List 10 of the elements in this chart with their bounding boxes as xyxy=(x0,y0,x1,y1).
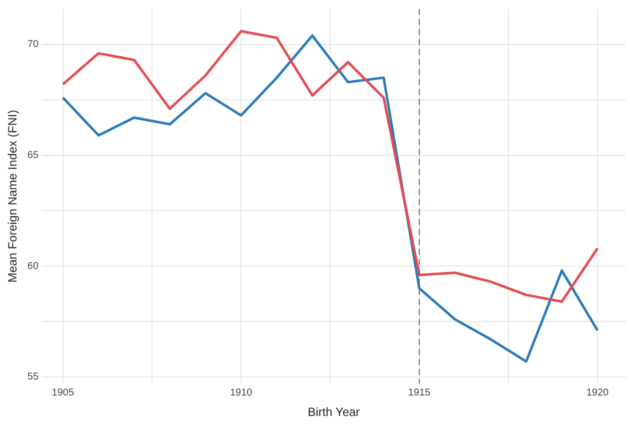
y-tick-label: 65 xyxy=(27,150,39,162)
x-tick-label: 1905 xyxy=(52,387,74,398)
x-tick-label: 1910 xyxy=(230,387,253,398)
y-tick-label: 55 xyxy=(27,372,39,383)
y-tick-label: 70 xyxy=(27,39,39,50)
x-tick-label: 1920 xyxy=(586,387,610,398)
y-tick-label: 60 xyxy=(27,260,39,272)
x-tick-label: 1915 xyxy=(408,387,431,398)
y-axis-title: Mean Foreign Name Index (FNI) xyxy=(6,110,20,283)
x-axis-title: Birth Year xyxy=(308,405,360,420)
